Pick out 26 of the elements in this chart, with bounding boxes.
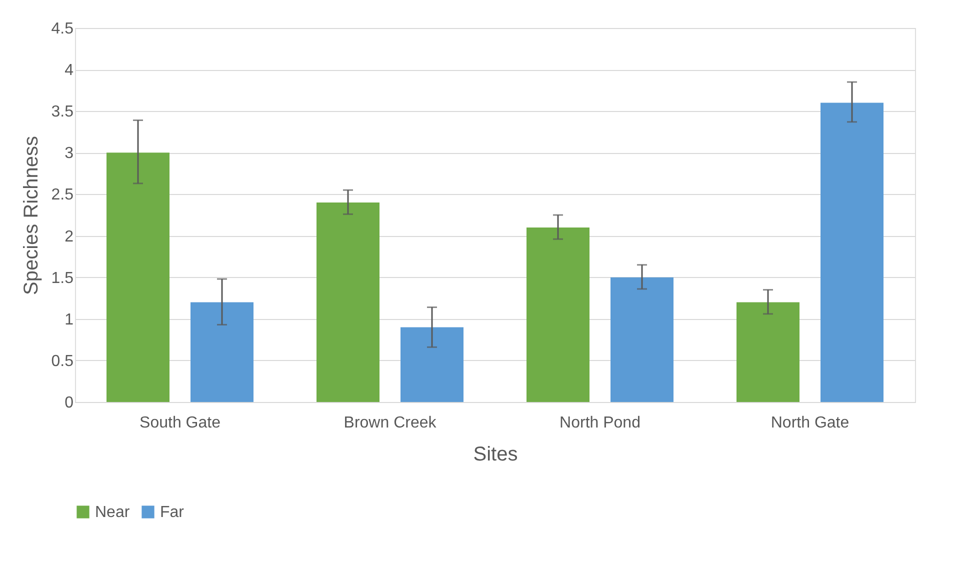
bar — [610, 277, 674, 402]
y-tick-label: 0 — [64, 394, 74, 412]
x-tick-label: South Gate — [140, 414, 221, 432]
x-tick-label: Brown Creek — [344, 414, 438, 432]
bar — [316, 202, 380, 402]
bar — [400, 327, 464, 402]
y-axis-title: Species Richness — [20, 136, 42, 295]
x-tick-label: North Pond — [560, 414, 640, 432]
bar — [526, 227, 590, 402]
y-tick-label: 4.5 — [51, 20, 74, 38]
y-tick-label: 1.5 — [51, 270, 74, 287]
y-tick-label: 0.5 — [51, 352, 74, 370]
y-tick-label: 3 — [64, 145, 74, 162]
bar — [820, 102, 884, 402]
x-tick-label: North Gate — [770, 414, 850, 432]
legend-label: Far — [160, 504, 185, 521]
legend-label: Near — [95, 504, 130, 521]
bar — [736, 302, 800, 402]
y-tick-label: 4 — [64, 62, 74, 80]
y-tick-label: 2.5 — [51, 186, 74, 204]
y-tick-label: 2 — [64, 228, 74, 246]
bar — [106, 152, 170, 402]
y-tick-label: 1 — [64, 311, 74, 328]
y-tick-label: 3.5 — [51, 104, 74, 121]
bar — [190, 302, 254, 402]
x-axis-title: Sites — [473, 444, 518, 466]
